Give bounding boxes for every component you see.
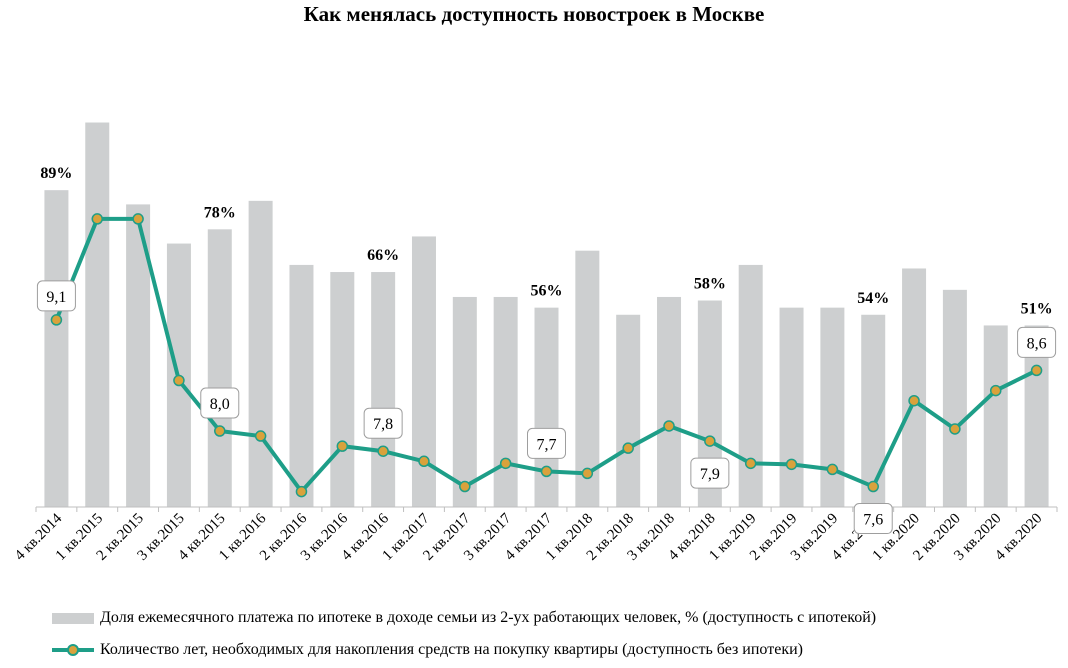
bar-19 xyxy=(820,307,845,507)
line-point-17 xyxy=(744,457,757,470)
line-label-box-8 xyxy=(363,407,403,439)
line-point-20 xyxy=(867,480,879,493)
bar-18 xyxy=(779,307,804,507)
bar-label-16: 58% xyxy=(694,276,726,293)
bar-23 xyxy=(983,325,1008,507)
bar-0 xyxy=(44,190,69,507)
bar-17 xyxy=(738,264,763,507)
line-point-15 xyxy=(663,420,675,432)
line-point-3 xyxy=(173,374,185,387)
legend-item-line: Количество лет, необходимых для накоплен… xyxy=(52,641,803,659)
bar-label-24: 51% xyxy=(1021,300,1053,317)
line-point-24 xyxy=(1030,364,1043,377)
bar-21 xyxy=(902,268,927,507)
bar-8 xyxy=(371,272,396,507)
bar-20 xyxy=(861,314,886,507)
bar-10 xyxy=(452,296,477,507)
line-label-12: 7,7 xyxy=(537,436,557,453)
legend-bar-label: Доля ежемесячного платежа по ипотеке в д… xyxy=(100,609,877,626)
data-labels-layer: 89% 78% 66% 56% 58% 54% 51% 9,1 8,0 7,8 7,7 7,9 7,6 8… xyxy=(36,165,1057,535)
chart-title: Как менялась доступность новостроек в Мо… xyxy=(303,2,765,26)
line-label-24: 8,6 xyxy=(1027,335,1047,352)
line-point-7 xyxy=(336,440,349,452)
line-label-16: 7,9 xyxy=(700,466,720,483)
bar-label-20: 54% xyxy=(857,290,889,307)
line-point-13 xyxy=(581,467,594,480)
bar-4 xyxy=(207,229,232,507)
bar-14 xyxy=(616,314,641,507)
line-label-4: 8,0 xyxy=(210,396,230,413)
line-point-0 xyxy=(50,314,63,326)
line-point-11 xyxy=(499,457,512,470)
bar-label-0: 89% xyxy=(40,165,72,182)
bar-6 xyxy=(289,264,314,507)
line-label-box-16 xyxy=(690,457,730,489)
line-point-1 xyxy=(91,213,104,225)
bar-22 xyxy=(942,289,967,507)
line-point-18 xyxy=(785,458,798,471)
line-layer xyxy=(50,213,1043,498)
bar-13 xyxy=(575,250,600,507)
line-label-8: 7,8 xyxy=(373,416,393,433)
line-point-6 xyxy=(295,485,308,498)
line-label-box-4 xyxy=(200,387,240,419)
line-label-box-24 xyxy=(1017,326,1057,358)
line-label-0: 9,1 xyxy=(46,289,66,306)
legend-line-label: Количество лет, необходимых для накоплен… xyxy=(100,641,803,658)
line-point-19 xyxy=(826,463,839,476)
line-point-21 xyxy=(908,394,920,407)
line-point-12 xyxy=(540,465,553,478)
legend-bar-swatch xyxy=(52,612,94,624)
line-label-box-12 xyxy=(527,427,566,459)
bar-label-8: 66% xyxy=(367,247,399,264)
line-label-20: 7,6 xyxy=(863,512,883,529)
bar-label-12: 56% xyxy=(531,283,563,300)
line-point-14 xyxy=(622,442,634,454)
line-label-box-0 xyxy=(36,280,76,312)
line-point-9 xyxy=(418,455,430,468)
line-point-2 xyxy=(132,213,144,225)
bar-5 xyxy=(248,200,273,507)
legend-item-bars: Доля ежемесячного платежа по ипотеке в д… xyxy=(52,609,876,627)
bar-11 xyxy=(493,296,518,507)
bar-label-4: 78% xyxy=(204,204,236,221)
bar-15 xyxy=(657,296,682,507)
line-point-22 xyxy=(949,423,961,435)
line-point-4 xyxy=(214,425,226,437)
line-point-16 xyxy=(704,435,716,447)
bar-7 xyxy=(330,272,355,507)
line-point-10 xyxy=(459,480,471,493)
line-point-23 xyxy=(989,384,1002,397)
legend-line-swatch xyxy=(52,643,94,657)
line-label-box-20 xyxy=(853,503,893,535)
line-point-5 xyxy=(254,430,267,442)
line-point-8 xyxy=(377,445,389,457)
bar-1 xyxy=(85,122,110,508)
